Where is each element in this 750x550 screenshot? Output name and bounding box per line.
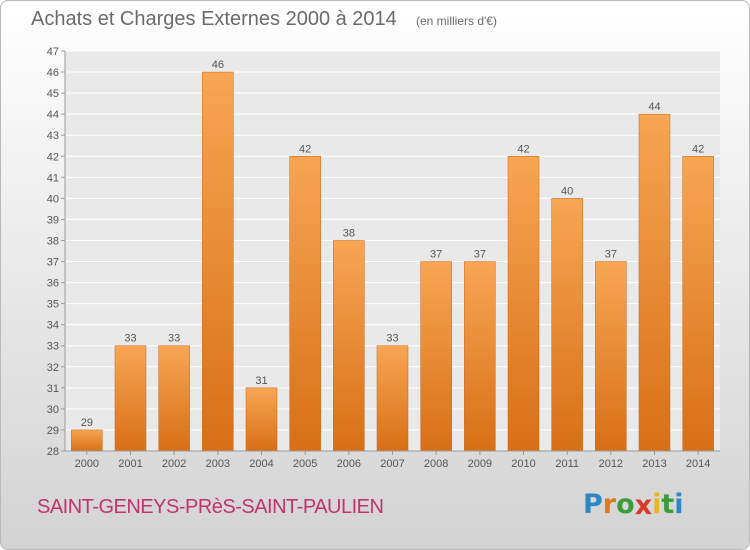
bar xyxy=(682,156,714,452)
x-tick-label: 2012 xyxy=(599,458,623,470)
data-label: 42 xyxy=(692,143,704,155)
proxiti-logo: Proxiti xyxy=(583,489,684,521)
x-tick-label: 2009 xyxy=(468,458,492,470)
logo-letter: P xyxy=(583,489,603,520)
y-tick-label: 30 xyxy=(47,404,59,416)
y-tick-label: 46 xyxy=(47,67,59,79)
y-tick-label: 37 xyxy=(47,257,59,269)
data-label: 33 xyxy=(386,333,398,345)
y-tick-label: 47 xyxy=(47,46,59,58)
data-label: 42 xyxy=(299,143,311,155)
data-label: 33 xyxy=(168,333,180,345)
y-tick-label: 32 xyxy=(47,362,59,374)
logo-letter: i xyxy=(652,489,662,520)
y-tick-label: 39 xyxy=(47,214,59,226)
chart-title: Achats et Charges Externes 2000 à 2014 xyxy=(31,8,397,30)
data-label: 42 xyxy=(517,143,529,155)
data-label: 29 xyxy=(81,417,93,429)
x-tick-label: 2010 xyxy=(511,458,535,470)
y-tick-label: 44 xyxy=(47,109,59,121)
data-label: 46 xyxy=(212,59,224,71)
axes: 28 29 30 31 32 33 34 35 36 37 38 39 40 41 42 43 44 45 46 47… xyxy=(47,46,720,470)
bar xyxy=(376,345,409,452)
bar xyxy=(551,198,583,452)
logo-letter: t xyxy=(661,489,675,520)
bar xyxy=(202,71,234,452)
x-tick-label: 2006 xyxy=(337,458,361,470)
bar xyxy=(333,240,365,452)
x-tick-label: 2008 xyxy=(424,458,448,470)
bar xyxy=(464,261,496,452)
data-label: 33 xyxy=(124,333,136,345)
bars: 29 33 33 46 31 42 38 33 37 37 42 40 37 44 42 xyxy=(71,59,714,452)
bar xyxy=(158,345,190,452)
y-tick-label: 43 xyxy=(47,130,59,142)
x-tick-label: 2011 xyxy=(555,458,579,470)
x-tick-label: 2003 xyxy=(206,458,230,470)
place-name: SAINT-GENEYS-PRèS-SAINT-PAULIEN xyxy=(37,496,384,518)
data-label: 37 xyxy=(605,249,617,261)
data-label: 44 xyxy=(648,101,660,113)
bar xyxy=(595,261,627,452)
data-label: 37 xyxy=(430,249,442,261)
data-label: 38 xyxy=(343,227,355,239)
bar xyxy=(245,387,278,452)
bar xyxy=(289,156,321,452)
y-tick-label: 33 xyxy=(47,341,59,353)
y-tick-label: 40 xyxy=(47,193,59,205)
y-tick-label: 31 xyxy=(47,383,59,395)
logo-letter: o xyxy=(616,489,635,520)
bar xyxy=(71,429,103,452)
chart-unit: (en milliers d'€) xyxy=(416,14,497,28)
y-tick-label: 34 xyxy=(47,320,59,332)
x-tick-label: 2013 xyxy=(642,458,666,470)
logo-letter: x xyxy=(634,490,653,521)
y-tick-label: 42 xyxy=(47,151,59,163)
x-tick-label: 2000 xyxy=(75,458,99,470)
x-tick-label: 2005 xyxy=(293,458,317,470)
y-tick-label: 28 xyxy=(47,446,59,458)
x-tick-label: 2007 xyxy=(380,458,404,470)
bar xyxy=(638,113,671,452)
y-tick-label: 36 xyxy=(47,278,59,290)
y-tick-label: 29 xyxy=(47,425,59,437)
bar xyxy=(420,261,452,452)
y-tick-label: 45 xyxy=(47,88,59,100)
y-tick-label: 41 xyxy=(47,172,59,184)
y-tick-label: 35 xyxy=(47,299,59,311)
x-tick-label: 2001 xyxy=(118,458,142,470)
logo-letter: r xyxy=(602,489,617,520)
data-label: 40 xyxy=(561,185,573,197)
bar xyxy=(114,345,147,452)
y-tick-label: 38 xyxy=(47,235,59,247)
x-tick-label: 2004 xyxy=(249,458,273,470)
x-tick-label: 2014 xyxy=(686,458,710,470)
x-tick-label: 2002 xyxy=(162,458,186,470)
logo-letter: i xyxy=(674,489,684,520)
data-label: 31 xyxy=(255,375,267,387)
bar xyxy=(507,156,540,452)
data-label: 37 xyxy=(474,249,486,261)
